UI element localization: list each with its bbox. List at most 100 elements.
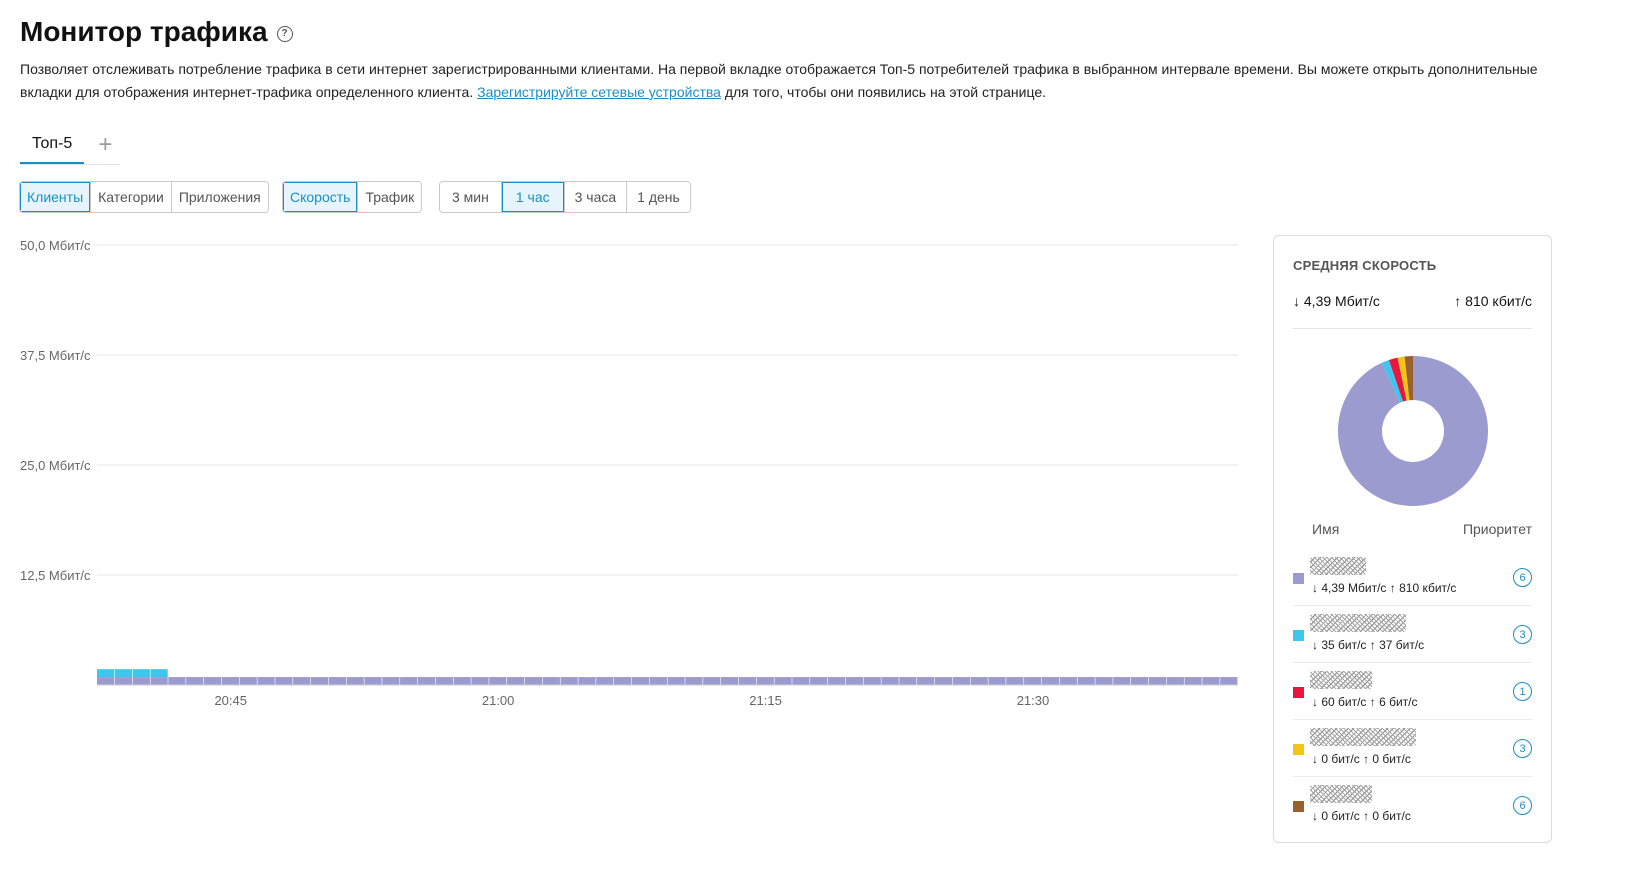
bar-segment xyxy=(275,677,293,685)
average-download: ↓ 4,39 Мбит/с xyxy=(1293,293,1380,309)
client-priority-badge[interactable]: 6 xyxy=(1513,796,1532,815)
bar-segment xyxy=(631,677,650,685)
metric-speed-button[interactable]: Скорость xyxy=(283,182,358,212)
donut-slice xyxy=(1404,356,1413,401)
bar-segment xyxy=(845,677,864,685)
metric-traffic-button[interactable]: Трафик xyxy=(357,182,422,212)
client-row[interactable]: ↓ 0 бит/с ↑ 0 бит/с 3 xyxy=(1293,720,1532,777)
metric-selector: Скорость Трафик xyxy=(282,181,423,213)
donut-slice xyxy=(1388,357,1407,402)
register-devices-link[interactable]: Зарегистрируйте сетевые устройства xyxy=(477,84,721,100)
bar-segment xyxy=(899,677,917,685)
interval-selector: 3 мин 1 час 3 часа 1 день xyxy=(439,181,691,213)
help-icon[interactable]: ? xyxy=(276,25,293,42)
bar-segment xyxy=(400,677,418,685)
bar-segment xyxy=(1148,677,1167,685)
interval-1hour-button[interactable]: 1 час xyxy=(500,182,564,212)
column-priority: Приоритет xyxy=(1462,521,1532,537)
client-row[interactable]: ↓ 35 бит/с ↑ 37 бит/с 3 xyxy=(1293,606,1532,663)
average-speed-title: СРЕДНЯЯ СКОРОСТЬ xyxy=(1293,258,1437,273)
interval-3hours-button[interactable]: 3 часа xyxy=(563,182,627,212)
group-clients-button[interactable]: Клиенты xyxy=(20,182,91,212)
bar-segment xyxy=(863,677,881,685)
average-speed-card: СРЕДНЯЯ СКОРОСТЬ ↓ 4,39 Мбит/с ↑ 810 кби… xyxy=(1273,235,1552,843)
bar-segment xyxy=(293,677,311,685)
client-priority-badge[interactable]: 1 xyxy=(1513,682,1532,701)
bar-segment xyxy=(774,677,792,685)
client-rates: ↓ 0 бит/с ↑ 0 бит/с xyxy=(1312,809,1411,823)
bar-segment xyxy=(560,677,578,685)
bar-segment xyxy=(346,677,364,685)
bar-segment xyxy=(827,677,846,685)
x-tick-label: 21:15 xyxy=(749,693,782,708)
client-rates: ↓ 0 бит/с ↑ 0 бит/с xyxy=(1312,752,1411,766)
page-header: Монитор трафика ? xyxy=(20,16,293,48)
group-categories-button[interactable]: Категории xyxy=(90,182,171,212)
client-name-redacted xyxy=(1310,557,1366,575)
client-priority-badge[interactable]: 3 xyxy=(1513,739,1532,758)
tab-top5[interactable]: Топ-5 xyxy=(20,129,85,164)
add-tab-icon[interactable]: + xyxy=(98,131,113,158)
bar-segment xyxy=(1077,677,1095,685)
page-title: Монитор трафика xyxy=(20,16,268,47)
bar-segment xyxy=(435,677,453,685)
bar-segment xyxy=(1131,677,1149,685)
group-apps-button[interactable]: Приложения xyxy=(170,182,268,212)
y-tick-label: 25,0 Мбит/с xyxy=(20,458,91,473)
bar-segment xyxy=(114,669,133,678)
share-donut-chart xyxy=(1338,356,1488,506)
client-list: ↓ 4,39 Мбит/с ↑ 810 кбит/с 6 ↓ 35 бит/с ↑ … xyxy=(1293,549,1532,833)
traffic-bar-chart: 12,5 Мбит/с 25,0 Мбит/с 37,5 Мбит/с 50,0 Мб… xyxy=(20,238,1238,708)
y-tick-label: 50,0 Мбит/с xyxy=(20,238,91,253)
client-priority-badge[interactable]: 3 xyxy=(1513,625,1532,644)
bar-segment xyxy=(810,677,828,685)
client-list-header: Имя Приоритет xyxy=(1312,521,1532,537)
client-name-redacted xyxy=(1310,785,1372,803)
bar-segment xyxy=(988,677,1006,685)
bar-segment xyxy=(720,677,739,685)
bar-segment xyxy=(542,677,560,685)
client-color-swatch xyxy=(1293,573,1304,584)
client-color-swatch xyxy=(1293,630,1304,641)
client-rates: ↓ 60 бит/с ↑ 6 бит/с xyxy=(1312,695,1418,709)
bar-segment xyxy=(186,677,204,685)
bar-segment xyxy=(1166,677,1184,685)
client-name-redacted xyxy=(1310,671,1372,689)
bar-segment xyxy=(239,677,257,685)
bar-segment xyxy=(881,677,899,685)
interval-3min-button[interactable]: 3 мин xyxy=(440,182,501,212)
bar-segment xyxy=(952,677,970,685)
column-name: Имя xyxy=(1312,521,1340,537)
client-priority-badge[interactable]: 6 xyxy=(1513,568,1532,587)
bar-segment xyxy=(150,669,168,678)
client-row[interactable]: ↓ 0 бит/с ↑ 0 бит/с 6 xyxy=(1293,777,1532,833)
bar-segment xyxy=(489,677,507,685)
client-row[interactable]: ↓ 4,39 Мбит/с ↑ 810 кбит/с 6 xyxy=(1293,549,1532,606)
tab-bar: Топ-5 + xyxy=(20,130,120,165)
bar-segment xyxy=(132,669,150,678)
bar-segment xyxy=(649,677,667,685)
bar-segment xyxy=(738,677,757,685)
bar-segment xyxy=(203,677,222,685)
bar-segment xyxy=(1202,677,1220,685)
interval-1day-button[interactable]: 1 день xyxy=(626,182,690,212)
page-description: Позволяет отслеживать потребление трафик… xyxy=(20,58,1560,104)
client-name-redacted xyxy=(1310,728,1416,746)
client-row[interactable]: ↓ 60 бит/с ↑ 6 бит/с 1 xyxy=(1293,663,1532,720)
bar-segment xyxy=(792,677,810,685)
bar-segment xyxy=(310,677,329,685)
client-name-redacted xyxy=(1310,614,1406,632)
bar-segment xyxy=(917,677,935,685)
client-color-swatch xyxy=(1293,744,1304,755)
bar-segment xyxy=(114,677,133,685)
bar-segment xyxy=(453,677,471,685)
bar-segment xyxy=(1041,677,1060,685)
bar-segment xyxy=(703,677,721,685)
bar-segment xyxy=(364,677,382,685)
bar-segment xyxy=(524,677,543,685)
bar-segment xyxy=(97,677,115,685)
bar-segment xyxy=(1113,677,1131,685)
bar-segment xyxy=(596,677,614,685)
donut-slice xyxy=(1397,356,1410,401)
bar-segment xyxy=(970,677,988,685)
